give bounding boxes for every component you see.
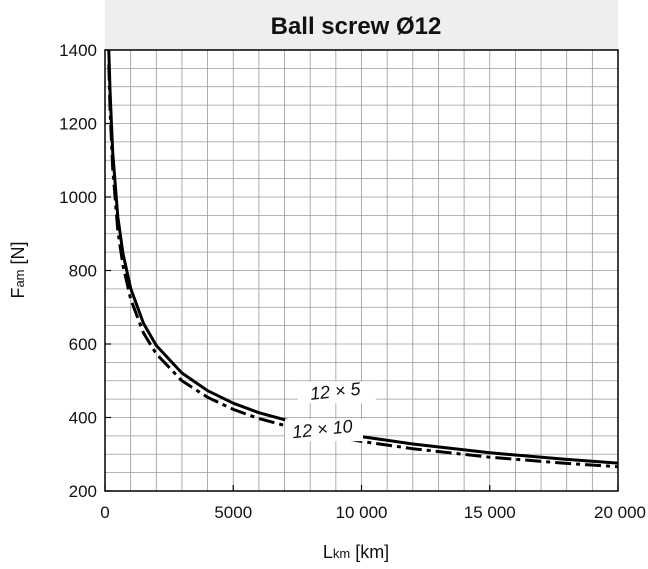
x-axis-label: Lkm [km] <box>323 542 389 562</box>
y-tick-label: 1400 <box>59 41 97 60</box>
x-tick-label: 0 <box>100 503 109 522</box>
title-band <box>105 0 618 50</box>
series-12x5-label-bg <box>297 381 376 404</box>
series-12x10-line <box>107 64 619 469</box>
x-tick-label: 20 000 <box>594 503 646 522</box>
x-tick-label: 10 000 <box>336 503 388 522</box>
y-tick-label: 400 <box>69 409 97 428</box>
y-tick-label: 1200 <box>59 115 97 134</box>
y-axis-label: Fam [N] <box>8 241 28 298</box>
chart-title: Ball screw Ø12 <box>271 13 442 40</box>
y-tick-label: 800 <box>69 262 97 281</box>
ticks: 0 5000 10 000 15 000 20 000 200 400 600 800 1000 1… <box>59 41 646 522</box>
x-tick-label: 5000 <box>214 503 252 522</box>
y-tick-label: 1000 <box>59 188 97 207</box>
y-tick-label: 200 <box>69 482 97 501</box>
series-12x10-label-bg <box>285 419 364 442</box>
curves <box>107 49 619 469</box>
curve-labels: 12 × 512 × 10 <box>285 379 376 442</box>
y-tick-label: 600 <box>69 335 97 354</box>
x-tick-label: 15 000 <box>464 503 516 522</box>
